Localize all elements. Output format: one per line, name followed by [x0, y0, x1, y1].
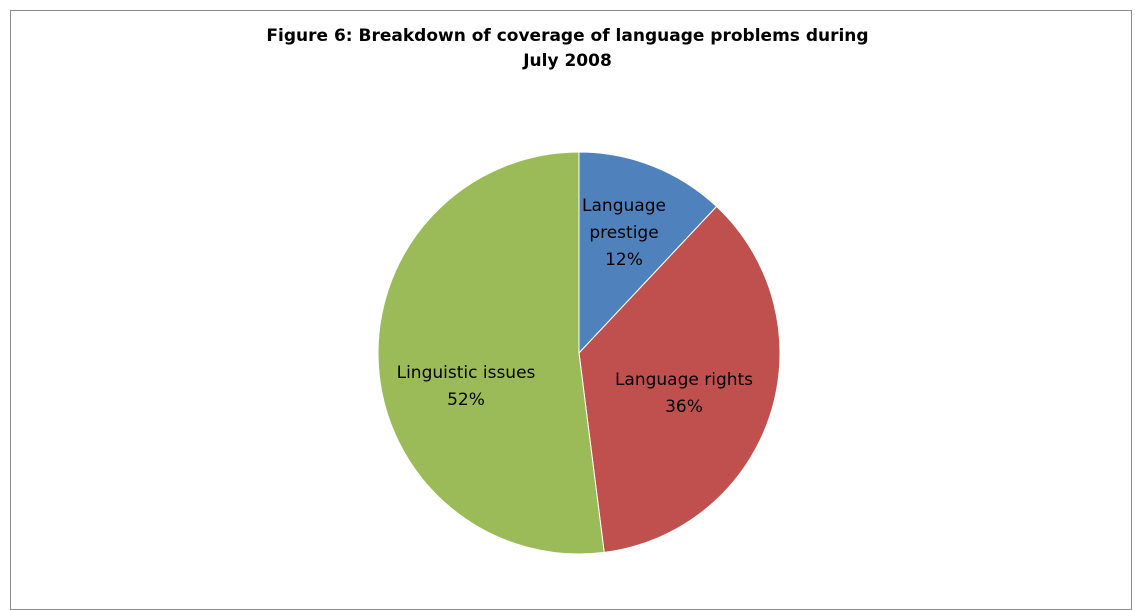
- slice-label-linguistic-issues: Linguistic issues 52%: [397, 363, 536, 410]
- chart-title-line-2: July 2008: [523, 51, 612, 71]
- pie-slice-language-rights: [578, 205, 781, 553]
- pie-slice-linguistic-issues: [377, 151, 605, 555]
- slice-label-language-rights: Language rights 36%: [615, 370, 753, 417]
- slice-value-label: 12%: [605, 250, 643, 270]
- slice-label-language-prestige: Language prestige 12%: [582, 196, 666, 270]
- chart-title-line-1: Figure 6: Breakdown of coverage of langu…: [266, 26, 869, 46]
- chart-title: Figure 6: Breakdown of coverage of langu…: [0, 24, 1135, 74]
- slice-value-label: 36%: [665, 397, 703, 417]
- slice-category-label: Language: [582, 196, 666, 216]
- slice-category-label: prestige: [589, 223, 658, 243]
- pie-labels: Language prestige 12% Language rights 36% Lin…: [397, 196, 754, 417]
- slice-category-label: Linguistic issues: [397, 363, 536, 383]
- pie-slice-language-prestige: [578, 151, 718, 355]
- pie-slices: [377, 151, 781, 555]
- slice-category-label: Language rights: [615, 370, 753, 390]
- slice-value-label: 52%: [447, 390, 485, 410]
